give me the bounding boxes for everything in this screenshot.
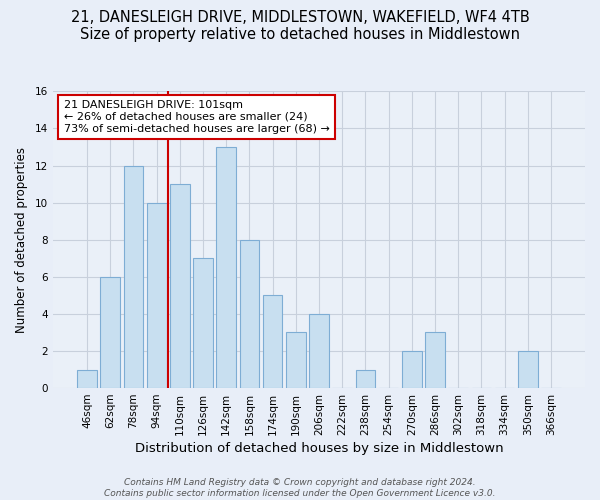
- Bar: [100, 277, 120, 388]
- Bar: [217, 147, 236, 388]
- Bar: [402, 351, 422, 388]
- Y-axis label: Number of detached properties: Number of detached properties: [15, 146, 28, 332]
- Text: 21 DANESLEIGH DRIVE: 101sqm
← 26% of detached houses are smaller (24)
73% of sem: 21 DANESLEIGH DRIVE: 101sqm ← 26% of det…: [64, 100, 329, 134]
- Bar: [147, 202, 167, 388]
- Bar: [77, 370, 97, 388]
- Bar: [124, 166, 143, 388]
- Bar: [239, 240, 259, 388]
- Bar: [425, 332, 445, 388]
- Bar: [263, 296, 283, 388]
- Bar: [193, 258, 213, 388]
- X-axis label: Distribution of detached houses by size in Middlestown: Distribution of detached houses by size …: [135, 442, 503, 455]
- Text: Contains HM Land Registry data © Crown copyright and database right 2024.
Contai: Contains HM Land Registry data © Crown c…: [104, 478, 496, 498]
- Bar: [286, 332, 305, 388]
- Bar: [356, 370, 375, 388]
- Bar: [309, 314, 329, 388]
- Text: 21, DANESLEIGH DRIVE, MIDDLESTOWN, WAKEFIELD, WF4 4TB
Size of property relative : 21, DANESLEIGH DRIVE, MIDDLESTOWN, WAKEF…: [71, 10, 529, 42]
- Bar: [518, 351, 538, 388]
- Bar: [170, 184, 190, 388]
